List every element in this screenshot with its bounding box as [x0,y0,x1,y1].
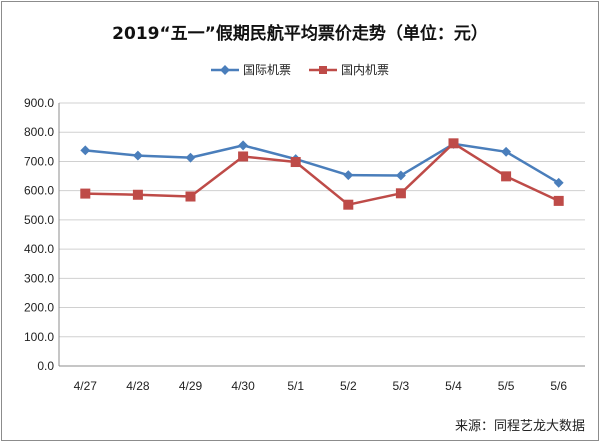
series-international [80,138,564,188]
x-tick-label: 4/29 [179,379,203,393]
y-tick-label: 100.0 [24,330,54,344]
x-tick-label: 5/1 [287,379,304,393]
y-tick-label: 900.0 [24,96,54,110]
data-point [290,157,301,168]
data-point [132,189,143,200]
legend-marker-domestic [319,66,327,74]
series-domestic [80,138,564,210]
data-point [185,152,196,163]
data-point [395,170,406,181]
y-tick-label: 700.0 [24,154,54,168]
y-tick-label: 600.0 [24,184,54,198]
data-point [553,177,564,188]
data-point [185,191,196,202]
data-point [132,150,143,161]
series-line [85,142,560,206]
legend: 国际机票 国内机票 [211,63,389,77]
data-point [238,151,249,162]
data-point [395,188,406,199]
data-point [501,171,512,182]
data-point [80,145,91,156]
y-axis-ticks: 0.0 100.0 200.0 300.0 400.0 500.0 600.0 700.0 80… [24,96,54,373]
data-point [553,195,564,206]
y-tick-label: 500.0 [24,213,54,227]
y-tick-label: 200.0 [24,301,54,315]
series-layer [80,138,564,210]
data-point [501,146,512,157]
x-tick-label: 5/2 [340,379,357,393]
y-tick-label: 300.0 [24,271,54,285]
gridlines [59,102,585,338]
data-point [448,138,459,149]
x-tick-label: 5/5 [498,379,515,393]
series-line [85,142,560,184]
x-tick-label: 5/3 [393,379,410,393]
data-point [238,140,249,151]
x-tick-label: 5/4 [445,379,462,393]
data-point [343,170,354,181]
x-axis-ticks: 4/27 4/28 4/29 4/30 5/1 5/2 5/3 5/4 5/5 5/6 [74,379,568,393]
axes [58,103,585,367]
legend-marker-international [220,65,230,75]
legend-label-international: 国际机票 [243,63,291,77]
chart-title: 2019“五一”假期民航平均票价走势（单位：元） [112,23,488,44]
x-tick-label: 4/27 [74,379,98,393]
source-note: 来源：同程艺龙大数据 [455,419,585,434]
x-tick-label: 4/30 [231,379,255,393]
y-tick-label: 800.0 [24,125,54,139]
legend-label-domestic: 国内机票 [341,63,389,77]
y-tick-label: 400.0 [24,242,54,256]
y-tick-label: 0.0 [37,359,54,373]
data-point [343,199,354,210]
x-tick-label: 5/6 [550,379,567,393]
data-point [80,188,91,199]
x-tick-label: 4/28 [126,379,150,393]
